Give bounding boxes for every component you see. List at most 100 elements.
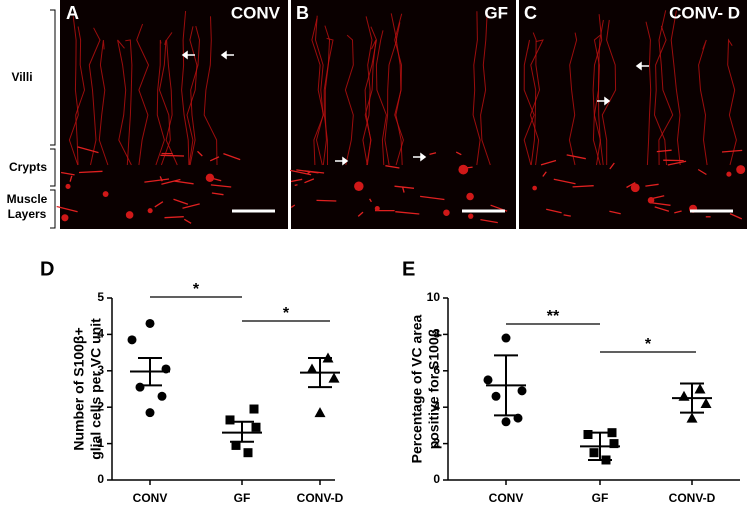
fiber — [542, 171, 547, 177]
fiber — [480, 218, 498, 224]
fiber — [654, 206, 670, 212]
point — [328, 372, 340, 383]
fiber — [609, 210, 621, 215]
fiber — [155, 39, 165, 166]
x-tick-label: CONV-D — [669, 491, 716, 505]
fiber — [159, 176, 163, 182]
fiber — [670, 10, 681, 166]
fiber — [144, 178, 170, 183]
y-tick-label: 1 — [97, 436, 104, 450]
point — [243, 448, 253, 458]
fiber — [322, 25, 331, 166]
fiber — [592, 14, 603, 166]
point — [127, 335, 137, 345]
x-tick-label: GF — [234, 491, 251, 505]
point — [583, 430, 593, 439]
fiber — [674, 210, 682, 214]
fiber — [294, 184, 298, 187]
point — [694, 383, 706, 394]
significance-label: * — [283, 305, 290, 322]
point — [686, 412, 698, 423]
point — [145, 408, 155, 418]
fiber — [182, 203, 200, 209]
side-label: Layers — [8, 207, 47, 221]
cell — [374, 205, 380, 212]
cell — [726, 171, 732, 177]
micrograph — [519, 0, 747, 229]
fiber — [314, 15, 324, 166]
cell — [458, 164, 469, 175]
y-tick-label: 10 — [427, 290, 441, 304]
y-tick-label: 8 — [433, 327, 440, 341]
fiber — [480, 14, 491, 166]
fiber — [75, 26, 86, 166]
fiber — [98, 39, 109, 166]
fiber — [364, 39, 377, 166]
y-tick-label: 4 — [433, 399, 440, 413]
significance-label: ** — [547, 308, 560, 325]
fiber — [667, 160, 687, 166]
arrow — [413, 152, 427, 162]
significance-label: * — [645, 336, 652, 353]
cell — [61, 214, 69, 222]
arrow — [335, 156, 349, 166]
arrow — [181, 50, 195, 60]
fiber — [357, 211, 364, 217]
fiber — [290, 204, 296, 208]
point — [306, 363, 318, 374]
arrow — [635, 61, 649, 71]
fiber — [210, 184, 232, 188]
panel-letter: D — [40, 258, 54, 280]
fiber — [344, 34, 354, 166]
point — [589, 448, 599, 458]
fiber — [609, 162, 615, 170]
y-tick-label: 3 — [97, 363, 104, 377]
fiber — [68, 16, 79, 166]
cell — [468, 213, 474, 219]
x-tick-label: CONV — [489, 491, 524, 505]
point — [157, 391, 167, 401]
fiber — [645, 183, 659, 187]
panel-title: CONV- D — [669, 3, 740, 22]
fiber — [173, 198, 189, 205]
point — [517, 386, 527, 396]
brackets — [50, 9, 56, 229]
fiber — [304, 170, 325, 174]
fiber — [77, 146, 99, 154]
fiber — [530, 39, 544, 166]
fiber — [395, 211, 420, 215]
arrows — [181, 50, 649, 166]
bracket — [50, 189, 56, 229]
fiber — [566, 154, 586, 160]
point — [231, 440, 241, 450]
fiber — [369, 198, 372, 203]
bracket — [50, 9, 56, 146]
point — [225, 415, 235, 425]
y-axis-label: Percentage of VC area — [409, 314, 425, 463]
fiber — [472, 11, 481, 166]
fiber — [362, 16, 373, 166]
fiber — [136, 23, 150, 166]
fiber — [211, 192, 224, 196]
fiber — [553, 178, 576, 185]
fiber — [316, 199, 337, 202]
side-label: Villi — [11, 70, 32, 84]
side-label: Muscle — [7, 192, 48, 206]
y-tick-label: 2 — [433, 436, 440, 450]
fiber — [626, 182, 636, 189]
fiber — [394, 185, 415, 189]
fiber — [125, 39, 133, 166]
fiber — [656, 149, 672, 153]
y-axis-label: Number of S100β+ — [71, 327, 87, 450]
cell — [532, 185, 537, 191]
fiber — [117, 39, 132, 166]
micrograph — [60, 0, 288, 229]
fiber — [572, 185, 594, 188]
fiber — [653, 25, 667, 166]
fiber — [455, 151, 462, 156]
fiber — [323, 37, 334, 166]
fiber — [161, 178, 181, 185]
fiber — [203, 16, 218, 166]
fiber — [385, 165, 400, 169]
cell — [125, 211, 134, 219]
